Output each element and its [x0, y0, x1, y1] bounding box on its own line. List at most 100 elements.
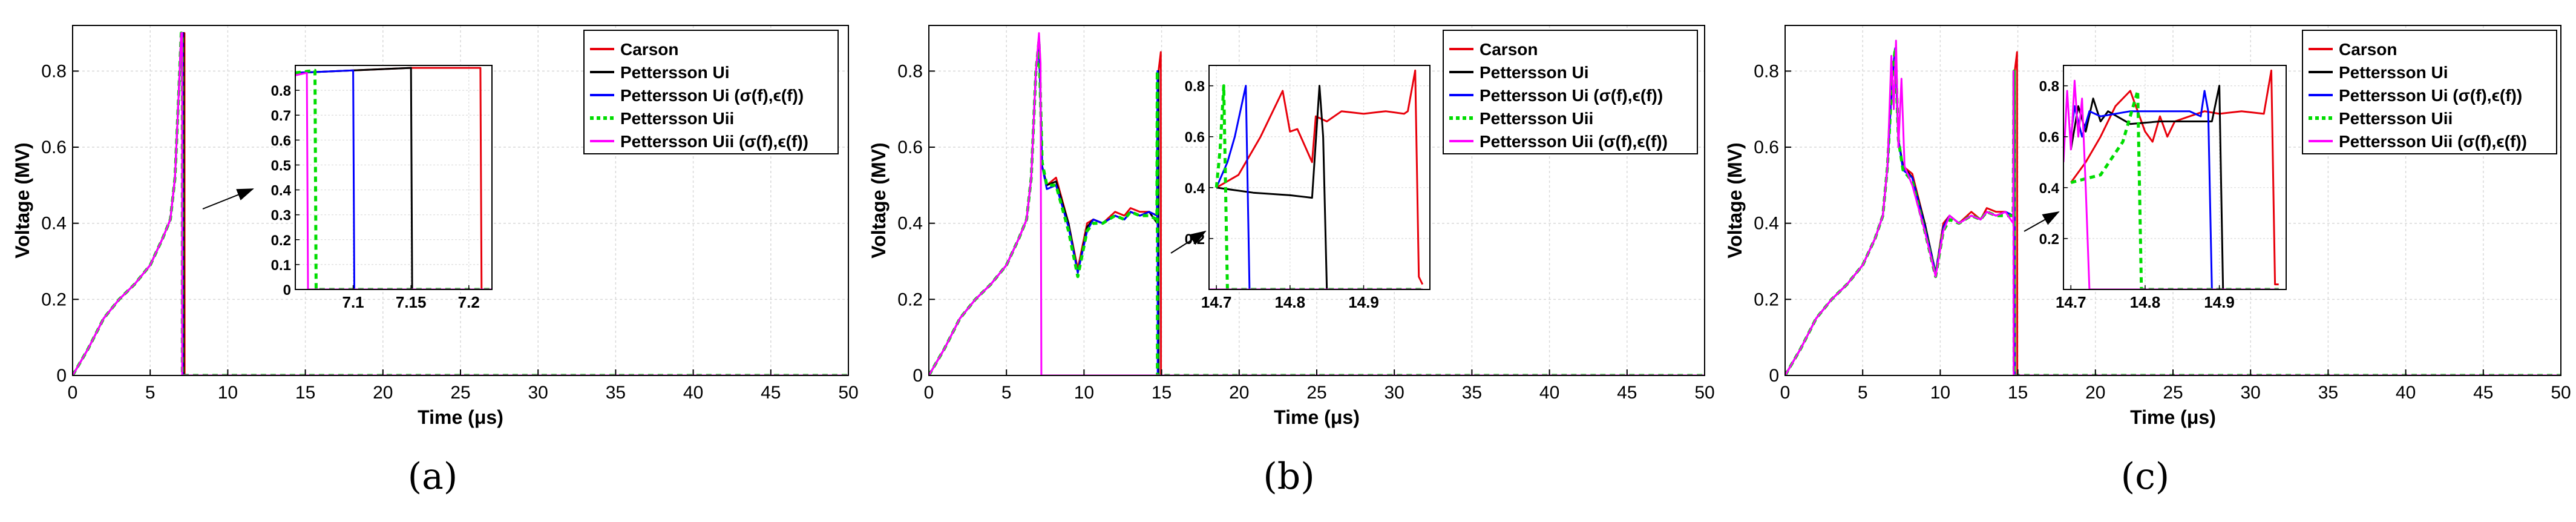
- x-tick-label: 15: [295, 383, 315, 403]
- inset-x-tick-label: 14.8: [2130, 293, 2161, 311]
- y-axis-label: Voltage (MV): [1724, 142, 1746, 258]
- inset-frame: [2063, 65, 2287, 290]
- x-tick-label: 35: [2318, 383, 2338, 403]
- inset-series-line-5: [295, 71, 492, 289]
- x-tick-label: 25: [1306, 383, 1326, 403]
- inset-y-tick-label: 0.4: [2039, 180, 2060, 197]
- x-tick-label: 30: [1385, 383, 1404, 403]
- inset-x-tick-label: 14.9: [2204, 293, 2235, 311]
- inset-y-tick-label: 0.5: [271, 157, 291, 174]
- x-tick-label: 25: [450, 383, 470, 403]
- x-tick-label: 0: [924, 383, 934, 403]
- zoom-arrow: [1170, 230, 1207, 254]
- inset-plot-area: [295, 65, 492, 289]
- x-tick-label: 35: [606, 383, 626, 403]
- y-tick-label: 0: [56, 366, 67, 386]
- series-line-4: [1785, 47, 2561, 375]
- x-tick-label: 50: [838, 383, 858, 403]
- x-tick-label: 50: [2551, 383, 2571, 403]
- y-tick-label: 0.8: [1754, 61, 1779, 81]
- inset-y-tick-label: 0.4: [1185, 180, 1205, 197]
- inset-y-tick-label: 0.6: [1185, 130, 1205, 146]
- inset-frame: [295, 65, 493, 290]
- series-line-4: [929, 39, 1705, 375]
- chart-panel-2: 0 5 10 15 20 25 30 35 40 45 50 0 0.2 0.4 0.6 0.8 Time (μ…: [868, 25, 1715, 428]
- chart-panel-3: 0 5 10 15 20 25 30 35 40 45 50 0 0.2 0.4 0.6 0.8 Time (μ…: [1724, 25, 2571, 428]
- inset-frame: [1208, 65, 1431, 290]
- inset-chart: 14.7 14.8 14.9 0.2 0.4 0.6 0.8: [2039, 65, 2287, 311]
- y-tick-label: 0.6: [41, 137, 67, 157]
- y-tick-label: 0.2: [897, 289, 923, 309]
- inset-series-line-2: [2070, 85, 2279, 289]
- x-tick-label: 20: [373, 383, 393, 403]
- inset-y-tick-label: 0: [283, 282, 291, 299]
- inset-series-line-3: [1215, 85, 1423, 289]
- zoom-arrow: [202, 188, 254, 210]
- y-tick-label: 0.4: [41, 214, 67, 234]
- x-tick-label: 30: [2241, 383, 2261, 403]
- zoom-arrow: [2024, 211, 2060, 232]
- y-tick-label: 0.4: [897, 214, 923, 234]
- x-tick-label: 5: [1001, 383, 1012, 403]
- x-tick-label: 0: [68, 383, 78, 403]
- y-axis-label: Voltage (MV): [11, 142, 33, 258]
- inset-series-line-4: [1214, 84, 1423, 289]
- inset-y-tick-label: 0.8: [1185, 79, 1205, 95]
- y-tick-label: 0: [913, 366, 923, 386]
- inset-series-line-1: [2070, 69, 2279, 286]
- inset-y-tick-label: 0.3: [271, 208, 291, 224]
- panel-label-a: (a): [407, 455, 458, 498]
- x-tick-label: 5: [1858, 383, 1868, 403]
- inset-y-tick-label: 0.2: [2039, 231, 2059, 248]
- legend-label: Pettersson Ui: [1480, 63, 1589, 82]
- y-axis-label: Voltage (MV): [868, 142, 890, 258]
- legend: Carson Pettersson Ui Pettersson Ui (σ(f),ϵ…: [2302, 30, 2557, 154]
- inset-series-line-1: [1216, 69, 1424, 285]
- inset-x-tick-label: 7.15: [396, 293, 427, 311]
- y-tick-label: 0.8: [41, 61, 67, 81]
- legend-label: Carson: [2339, 40, 2397, 59]
- inset-x-tick-label: 14.9: [1348, 293, 1379, 311]
- series-line-5: [1785, 39, 2561, 375]
- x-tick-label: 15: [2008, 383, 2028, 403]
- x-tick-label: 25: [2163, 383, 2183, 403]
- panel-label-c: (c): [2120, 455, 2170, 498]
- series-line-5: [929, 32, 1705, 375]
- inset-y-tick-label: 0.6: [271, 133, 291, 149]
- x-axis-label: Time (μs): [1274, 406, 1360, 428]
- x-tick-label: 10: [218, 383, 238, 403]
- x-tick-label: 20: [2085, 383, 2105, 403]
- inset-series-line-3: [2070, 90, 2279, 289]
- x-tick-label: 45: [1617, 383, 1637, 403]
- inset-y-tick-label: 0.8: [271, 83, 291, 99]
- inset-x-tick-label: 7.2: [458, 293, 480, 311]
- x-tick-label: 45: [2473, 383, 2493, 403]
- legend-label: Pettersson Uii (σ(f),ϵ(f)): [2339, 132, 2527, 151]
- legend-label: Carson: [620, 40, 678, 59]
- legend-label: Pettersson Ui (σ(f),ϵ(f)): [2339, 86, 2522, 105]
- y-tick-label: 0.6: [897, 137, 923, 157]
- y-tick-label: 0.6: [1754, 137, 1779, 157]
- inset-x-tick-label: 14.7: [2056, 293, 2086, 311]
- inset-series-line-2: [1216, 85, 1423, 289]
- inset-series-line-3: [295, 69, 492, 289]
- legend-label: Pettersson Uii (σ(f),ϵ(f)): [1480, 132, 1668, 151]
- y-tick-label: 0.2: [1754, 289, 1779, 309]
- legend: Carson Pettersson Ui Pettersson Ui (σ(f),ϵ…: [583, 30, 839, 154]
- inset-x-tick-label: 14.8: [1275, 293, 1306, 311]
- inset-series-line-4: [2070, 89, 2279, 289]
- inset-y-tick-label: 0.1: [271, 257, 291, 274]
- legend-box: [583, 30, 839, 154]
- y-tick-label: 0.2: [41, 289, 67, 309]
- x-tick-label: 40: [683, 383, 703, 403]
- legend-box: [1443, 30, 1698, 154]
- inset-y-tick-label: 0.2: [271, 233, 291, 249]
- legend-label: Pettersson Uii: [2339, 109, 2453, 128]
- x-axis-label: Time (μs): [2130, 406, 2216, 428]
- panel-label-b: (b): [1263, 455, 1315, 498]
- legend-label: Pettersson Ui (σ(f),ϵ(f)): [1480, 86, 1663, 105]
- legend-label: Pettersson Uii (σ(f),ϵ(f)): [620, 132, 808, 151]
- inset-series-line-5: [2063, 79, 2279, 289]
- inset-chart: 7.1 7.15 7.2 0 0.1 0.2 0.3 0.4 0.5 0.6 0.7 0.8: [271, 65, 493, 311]
- chart-panel-1: 0 5 10 15 20 25 30 35 40 45 50 0 0.2 0.4 0.6 0.8 Time (μ…: [11, 25, 859, 428]
